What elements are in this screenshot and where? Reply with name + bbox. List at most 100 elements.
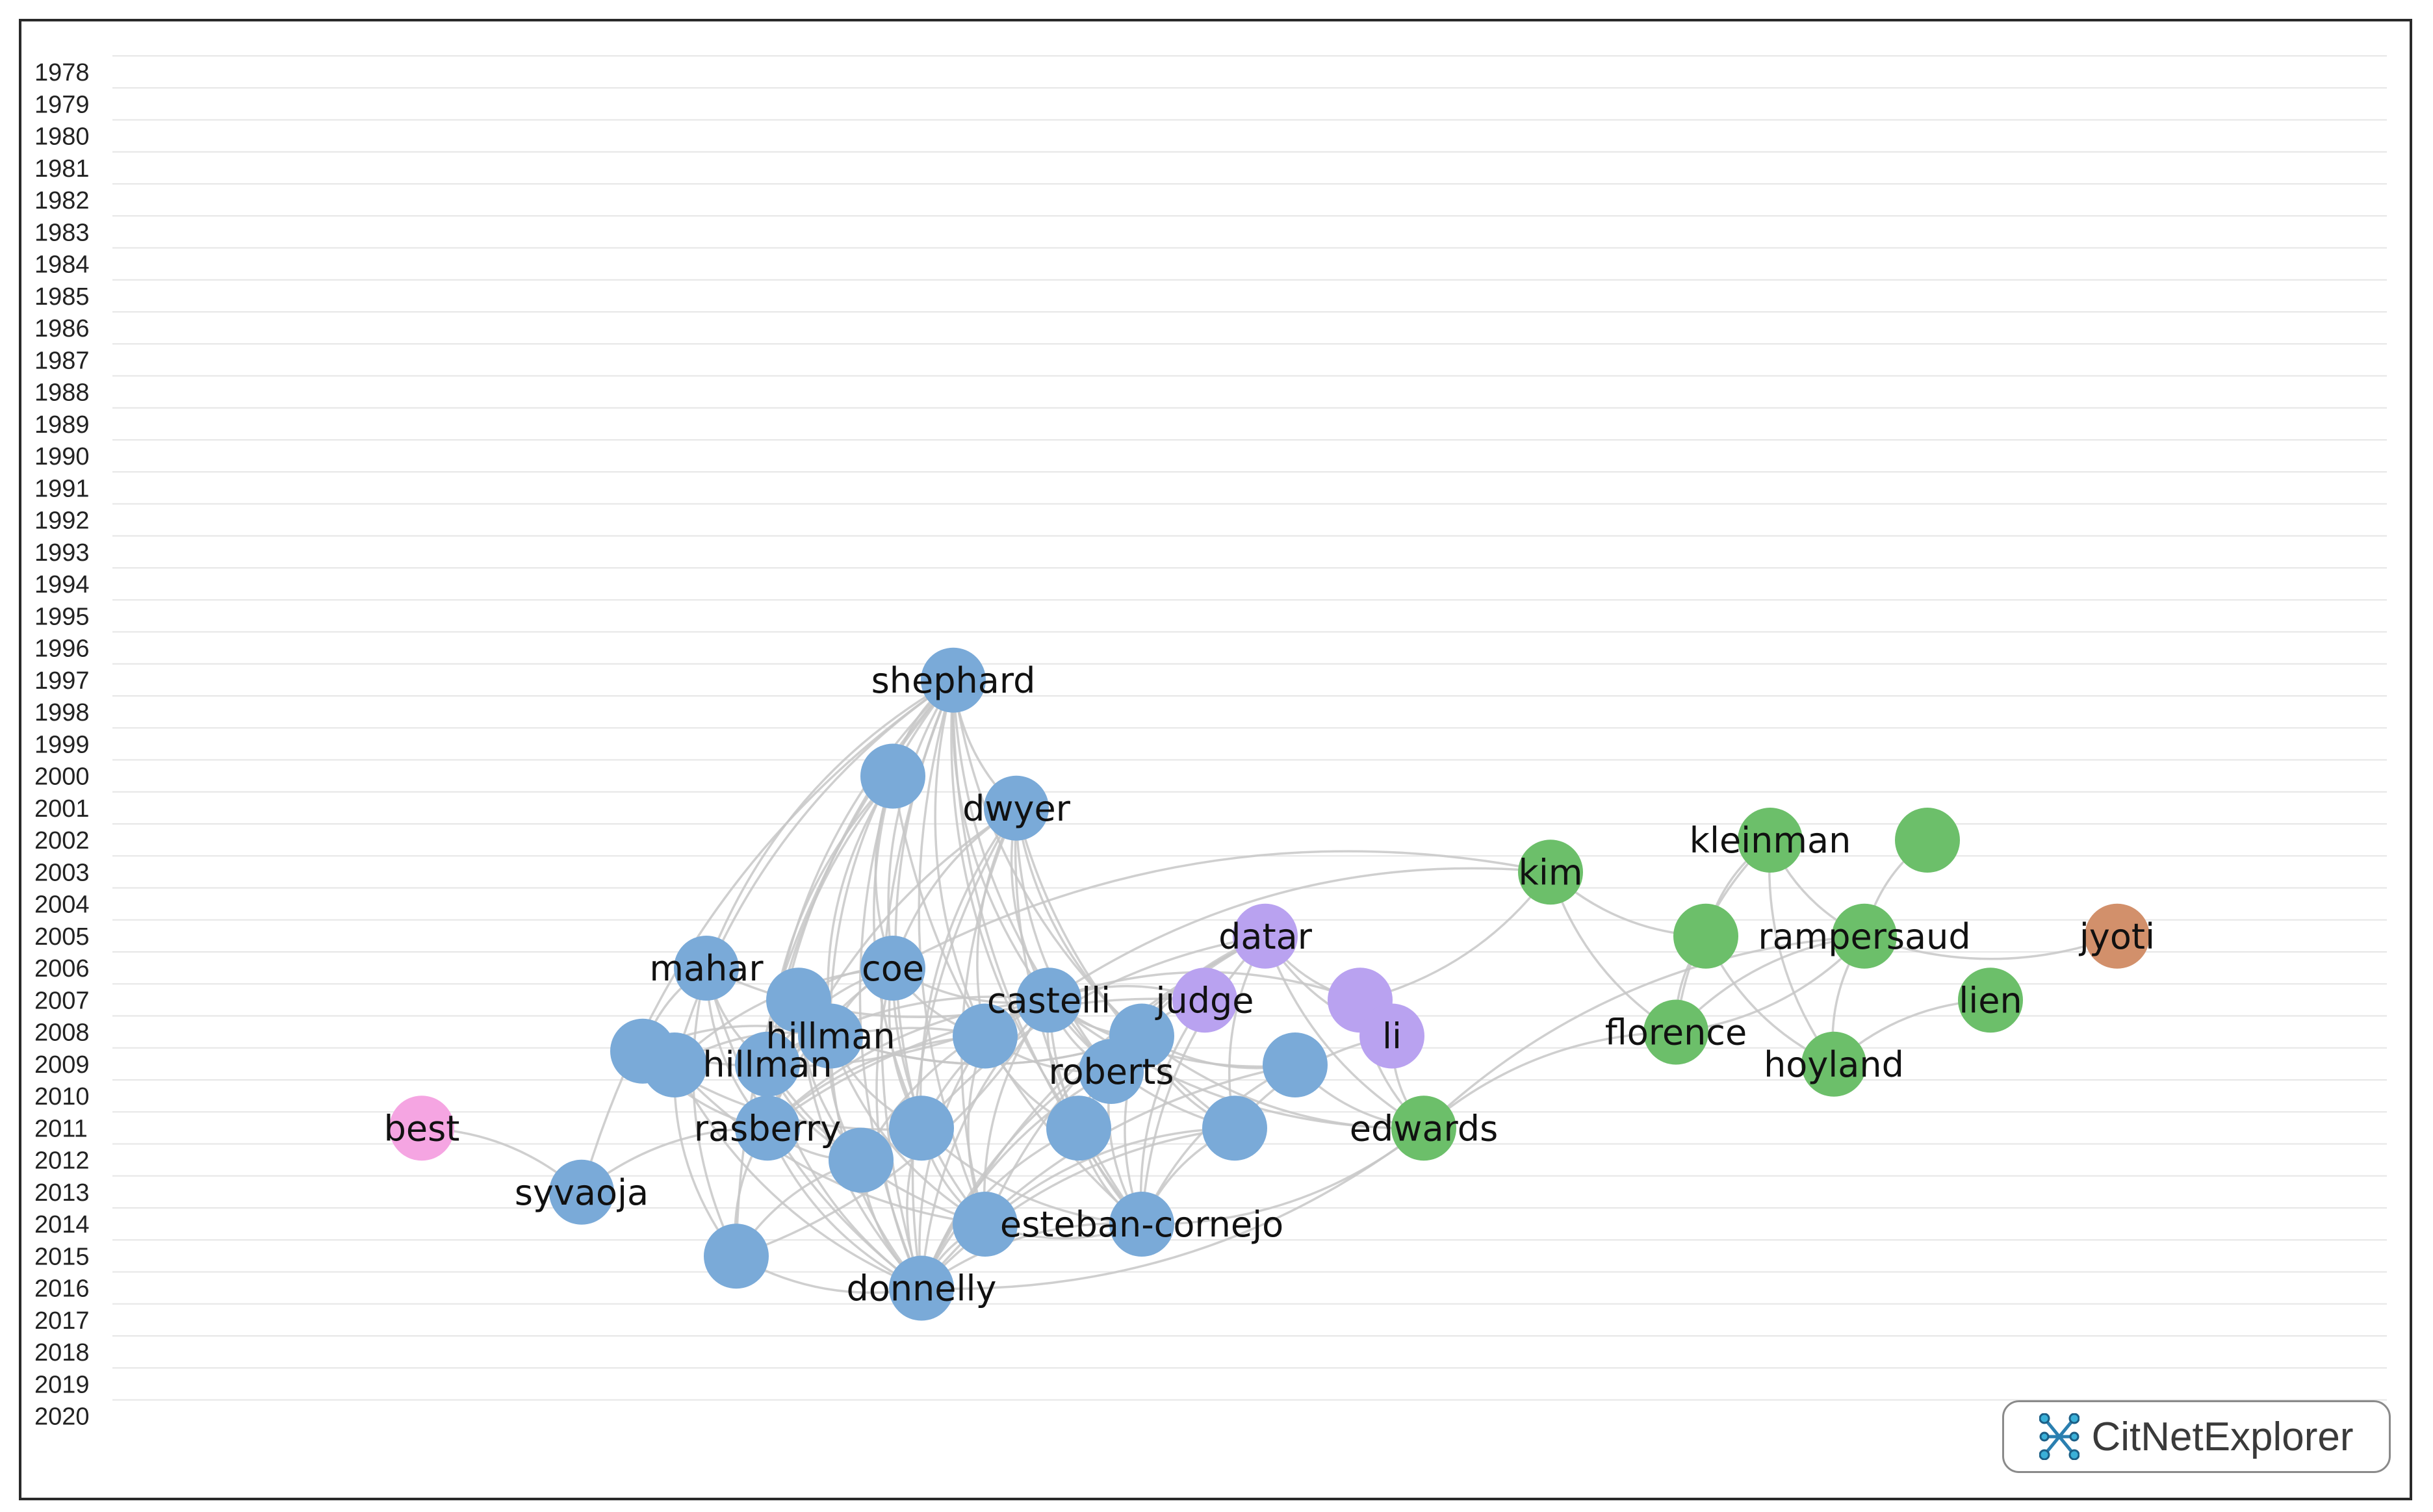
node-castelli-2007[interactable] <box>1016 967 1081 1033</box>
node-unlabeled-2014[interactable] <box>953 1192 1018 1257</box>
year-label-1982: 1982 <box>34 187 90 214</box>
node-lien-2007[interactable] <box>1958 967 2023 1033</box>
node-unlabeled-2011[interactable] <box>889 1096 954 1161</box>
node-label-datar: datar <box>1218 916 1313 957</box>
edge-n19-n22 <box>984 1127 1235 1225</box>
edge-n4-n24 <box>692 967 738 1257</box>
node-label-castelli: castelli <box>987 980 1111 1021</box>
year-label-2003: 2003 <box>34 859 90 886</box>
year-label-1999: 1999 <box>34 731 90 758</box>
edge-n25-n31 <box>921 1127 1425 1290</box>
node-label-syvaoja: syvaoja <box>515 1172 649 1213</box>
year-axis-labels: 1978 1979 1980 1981 1982 1983 1984 1985 1986 1987… <box>34 59 90 1431</box>
network-logo-icon <box>2039 1413 2080 1460</box>
year-label-2005: 2005 <box>34 923 90 951</box>
year-label-2016: 2016 <box>34 1275 90 1303</box>
node-mahar-2006[interactable] <box>674 936 739 1001</box>
year-label-2011: 2011 <box>34 1115 88 1142</box>
year-label-2017: 2017 <box>34 1307 90 1335</box>
edge-n1-n21 <box>580 679 954 1193</box>
year-label-2018: 2018 <box>34 1339 90 1366</box>
node-label-edwards: edwards <box>1350 1108 1498 1149</box>
node-donnelly-2016[interactable] <box>889 1255 954 1321</box>
node-unlabeled-2002[interactable] <box>1895 808 1960 873</box>
node-syvaoja-2013[interactable] <box>549 1159 614 1225</box>
year-label-2014: 2014 <box>34 1211 90 1238</box>
edge-n3-n17 <box>919 807 1018 1129</box>
node-judge-2007[interactable] <box>1172 967 1237 1033</box>
year-label-1994: 1994 <box>34 571 90 598</box>
edge-n1-n4 <box>705 679 954 969</box>
node-label-rasberry: rasberry <box>694 1108 841 1149</box>
node-unlabeled-2010[interactable] <box>642 1032 707 1097</box>
edge-n36-n31 <box>1422 935 1865 1129</box>
year-label-2012: 2012 <box>34 1147 90 1175</box>
node-label-coe: coe <box>862 948 924 989</box>
node-jyoti-2005[interactable] <box>2085 903 2150 969</box>
node-edwards-2011[interactable] <box>1391 1096 1456 1161</box>
node-label-kleinman: kleinman <box>1690 820 1851 861</box>
node-unlabeled-2012[interactable] <box>829 1127 894 1193</box>
year-label-2002: 2002 <box>34 827 90 854</box>
edge-n10-n31 <box>1140 1035 1424 1130</box>
node-labels: shephard dwyer mahar coe castelli hillmanhill… <box>384 660 2156 1309</box>
node-unlabeled-2000[interactable] <box>860 743 925 809</box>
edge-n3-n25 <box>911 807 1018 1288</box>
publication-nodes[interactable] <box>389 647 2150 1321</box>
node-unlabeled-2011[interactable] <box>1046 1096 1111 1161</box>
node-label-florence: florence <box>1605 1012 1747 1053</box>
year-label-2001: 2001 <box>34 795 90 823</box>
year-label-2007: 2007 <box>34 987 90 1014</box>
node-label-lien: lien <box>1959 980 2022 1021</box>
edge-n3-n14 <box>1015 808 1113 1073</box>
node-hillman-2008[interactable] <box>798 1003 863 1069</box>
edge-n19-n25 <box>920 1127 1235 1289</box>
node-kleinman-2002[interactable] <box>1738 808 1803 873</box>
edge-n7-n25 <box>920 999 1050 1288</box>
node-hoyland-2009[interactable] <box>1801 1031 1866 1097</box>
year-label-1983: 1983 <box>34 219 90 246</box>
year-label-1991: 1991 <box>34 475 90 502</box>
citation-network-diagram[interactable]: 1978 1979 1980 1981 1982 1983 1984 1985 1986 1987… <box>21 21 2415 1503</box>
edge-n27-n23 <box>1140 935 1267 1225</box>
edge-n13-n22 <box>673 1064 986 1225</box>
year-label-1986: 1986 <box>34 315 90 342</box>
edge-n13-n25 <box>673 1064 922 1290</box>
node-roberts-2010[interactable] <box>1079 1039 1144 1104</box>
node-label-hillman: hillman <box>702 1044 832 1085</box>
year-label-1984: 1984 <box>34 251 90 279</box>
node-rasberry-2011[interactable] <box>735 1096 800 1161</box>
node-unlabeled-2008[interactable] <box>953 1003 1018 1069</box>
node-coe-2006[interactable] <box>860 936 925 1001</box>
node-label-hoyland: hoyland <box>1764 1044 1904 1085</box>
year-label-2020: 2020 <box>34 1403 90 1431</box>
node-label-kim: kim <box>1519 852 1583 893</box>
node-label-jyoti: jyoti <box>2079 916 2155 957</box>
node-label-esteban-cornejo: esteban-cornejo <box>1000 1204 1283 1245</box>
edge-n32-n5 <box>892 850 1551 969</box>
node-unlabeled-2005[interactable] <box>1673 903 1738 969</box>
year-label-1979: 1979 <box>34 91 90 118</box>
node-kim-2003[interactable] <box>1518 839 1583 905</box>
node-florence-2008[interactable] <box>1643 999 1708 1065</box>
node-shephard-1997[interactable] <box>921 647 986 713</box>
year-label-1980: 1980 <box>34 123 90 151</box>
node-esteban-cornejo-2014[interactable] <box>1109 1192 1174 1257</box>
node-unlabeled-2010[interactable] <box>1263 1032 1328 1097</box>
edge-n37-n31 <box>1422 1031 1677 1129</box>
year-label-1978: 1978 <box>34 59 90 86</box>
year-label-1990: 1990 <box>34 443 90 470</box>
node-unlabeled-2015[interactable] <box>704 1224 769 1289</box>
node-best-2011[interactable] <box>389 1096 454 1161</box>
node-label-dwyer: dwyer <box>962 788 1071 829</box>
year-label-2009: 2009 <box>34 1051 90 1079</box>
year-label-1981: 1981 <box>34 155 90 183</box>
node-hillman-2009[interactable] <box>735 1031 800 1097</box>
node-rampersaud-2005[interactable] <box>1832 903 1897 969</box>
node-dwyer-2001[interactable] <box>984 775 1049 841</box>
node-label-best: best <box>384 1108 460 1149</box>
node-datar-2005[interactable] <box>1233 903 1298 969</box>
node-unlabeled-2011[interactable] <box>1202 1096 1267 1161</box>
year-label-2019: 2019 <box>34 1371 90 1398</box>
node-li-2008[interactable] <box>1359 1003 1424 1069</box>
